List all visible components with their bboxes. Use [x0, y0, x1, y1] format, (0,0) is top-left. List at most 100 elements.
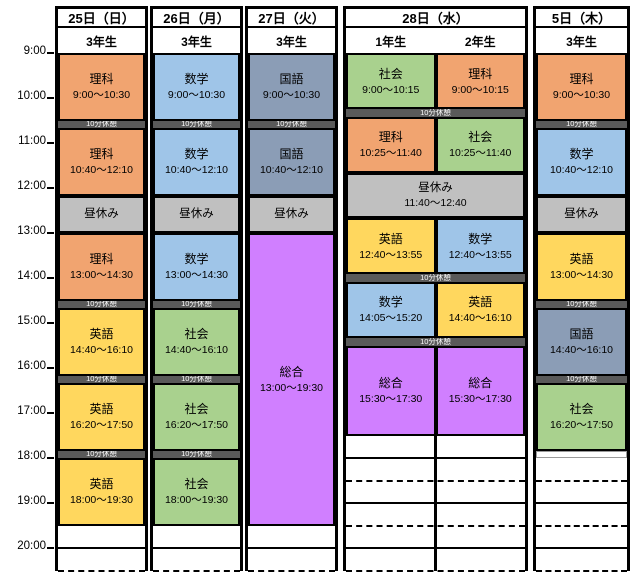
class-subject: 数学 — [184, 147, 209, 162]
break-label: 10分休憩 — [86, 375, 117, 383]
time-tick — [47, 232, 54, 234]
class-time: 9:00～10:30 — [262, 89, 321, 102]
empty-break-slot — [536, 450, 627, 458]
class-cell: 総合 13:00～19:30 — [248, 233, 335, 526]
class-time: 13:00～14:30 — [549, 269, 614, 282]
time-tick — [47, 547, 54, 549]
class-time: 14:40～16:10 — [69, 344, 134, 357]
time-label: 18:00 — [17, 450, 46, 462]
time-tick — [47, 367, 54, 369]
empty-gridline — [346, 547, 525, 549]
break-label: 10分休憩 — [420, 109, 451, 117]
break-label: 10分休憩 — [566, 375, 597, 383]
class-subject: 社会 — [569, 402, 594, 417]
empty-gridline — [248, 569, 335, 572]
break-label: 10分休憩 — [181, 300, 212, 308]
break-bar: 10分休憩 — [536, 300, 627, 308]
grade-label: 1年生 — [375, 35, 407, 49]
time-tick — [47, 97, 54, 99]
class-cell: 英語 18:00～19:30 — [58, 458, 145, 526]
break-bar: 10分休憩 — [58, 120, 145, 128]
empty-gridline — [346, 524, 525, 527]
class-cell: 社会 18:00～19:30 — [153, 458, 240, 526]
class-cell: 数学 9:00～10:30 — [153, 53, 240, 121]
time-label: 15:00 — [17, 315, 46, 327]
class-time: 10:40～12:10 — [549, 164, 614, 177]
empty-gridline — [536, 569, 627, 572]
class-cell: 社会 9:00～10:15 — [346, 53, 436, 110]
time-tick — [47, 322, 54, 324]
class-subject: 英語 — [89, 402, 114, 417]
class-cell: 社会 16:20～17:50 — [536, 383, 627, 451]
empty-gridline — [58, 569, 145, 572]
empty-gridline — [153, 569, 240, 572]
break-label: 10分休憩 — [181, 375, 212, 383]
grade-header: 3年生 — [58, 30, 145, 53]
class-time: 14:40～16:10 — [448, 312, 512, 325]
class-subject: 数学 — [468, 231, 493, 246]
empty-gridline — [346, 479, 525, 482]
class-cell: 英語 14:40～16:10 — [58, 308, 145, 376]
class-time: 18:00～19:30 — [69, 494, 134, 507]
class-cell: 社会 16:20～17:50 — [153, 383, 240, 451]
time-label: 13:00 — [17, 225, 46, 237]
class-cell: 英語 12:40～13:55 — [346, 218, 436, 275]
class-time: 18:00～19:30 — [164, 494, 229, 507]
time-tick — [47, 412, 54, 414]
class-subject: 国語 — [569, 327, 594, 342]
class-cell: 国語 14:40～16:10 — [536, 308, 627, 376]
day-label: 25日（日） — [68, 11, 135, 26]
time-tick — [47, 187, 54, 189]
class-subject: 数学 — [184, 72, 209, 87]
time-label: 19:00 — [17, 495, 46, 507]
empty-gridline — [346, 502, 525, 504]
class-cell: 英語 16:20～17:50 — [58, 383, 145, 451]
class-subject: 理科 — [89, 147, 114, 162]
day-header: 27日（火） — [248, 9, 335, 28]
class-cell: 数学 10:40～12:10 — [153, 128, 240, 196]
class-subject: 社会 — [468, 130, 493, 145]
class-time: 14:40～16:10 — [549, 344, 614, 357]
grade-label: 3年生 — [566, 35, 597, 49]
break-bar: 10分休憩 — [346, 338, 525, 346]
class-time: 14:40～16:10 — [164, 344, 229, 357]
empty-gridline — [536, 502, 627, 504]
time-label: 16:00 — [17, 360, 46, 372]
class-subject: 英語 — [468, 295, 493, 310]
class-subject: 総合 — [279, 364, 304, 379]
time-tick — [47, 277, 54, 279]
class-subject: 数学 — [569, 147, 594, 162]
day-label: 5日（木） — [551, 11, 612, 26]
class-subject: 英語 — [89, 477, 114, 492]
class-cell: 総合 15:30～17:30 — [346, 345, 436, 436]
class-cell: 数学 12:40～13:55 — [435, 218, 525, 275]
time-label: 10:00 — [17, 90, 46, 102]
class-time: 10:25～11:40 — [449, 147, 512, 160]
class-time: 10:25～11:40 — [359, 147, 422, 160]
day-label: 28日（水） — [402, 11, 469, 26]
class-time: 10:40～12:10 — [164, 164, 229, 177]
lunch-cell: 昼休み — [153, 195, 240, 233]
lunch-label: 昼休み — [179, 207, 214, 220]
class-time: 9:00～10:30 — [72, 89, 131, 102]
empty-gridline — [248, 547, 335, 549]
break-label: 10分休憩 — [86, 120, 117, 128]
empty-gridline — [346, 457, 525, 459]
class-subject: 総合 — [468, 376, 493, 390]
class-cell: 数学 14:05～15:20 — [346, 281, 436, 338]
time-label: 20:00 — [17, 540, 46, 552]
break-bar: 10分休憩 — [153, 450, 240, 458]
time-tick — [47, 52, 54, 54]
class-time: 10:40～12:10 — [259, 164, 324, 177]
time-tick — [47, 457, 54, 459]
empty-gridline — [58, 547, 145, 549]
grade-header: 1年生 — [346, 30, 436, 53]
day-header: 26日（月） — [153, 9, 240, 28]
break-bar: 10分休憩 — [536, 120, 627, 128]
lunch-cell: 昼休み — [58, 195, 145, 233]
class-time: 13:00～14:30 — [164, 269, 229, 282]
time-label: 17:00 — [17, 405, 46, 417]
class-time: 15:30～17:30 — [448, 393, 512, 405]
class-subject: 理科 — [89, 72, 114, 87]
